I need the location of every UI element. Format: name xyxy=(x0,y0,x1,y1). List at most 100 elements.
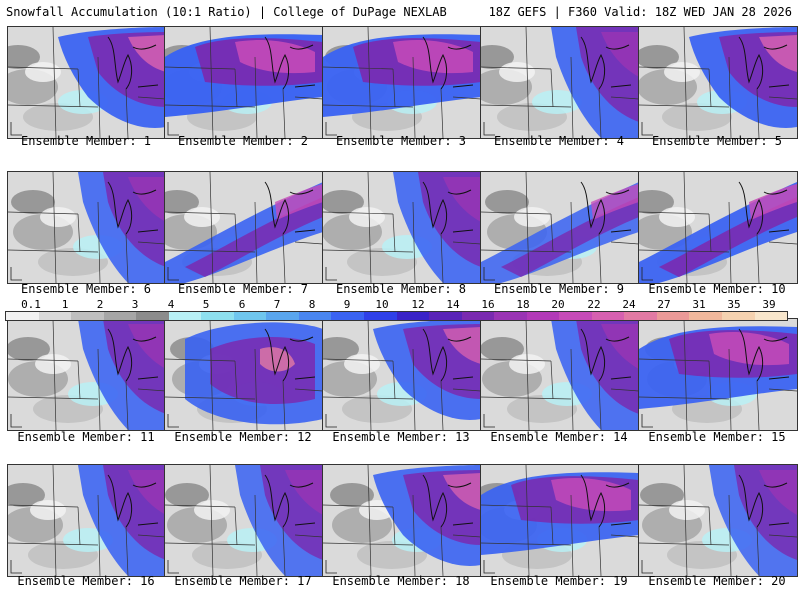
snowfall-contour xyxy=(601,324,639,369)
colorbar-swatch xyxy=(233,312,267,320)
snowfall-map xyxy=(165,319,323,430)
state-boundaries xyxy=(8,465,166,576)
colorbar-swatch xyxy=(71,312,104,320)
map-border-segment xyxy=(641,414,653,428)
map-border-segment xyxy=(641,267,653,281)
colorbar-tick-label: 9 xyxy=(343,298,351,311)
light-snow-area xyxy=(30,500,66,520)
ensemble-member-label: Ensemble Member: 4 xyxy=(493,134,625,148)
map-border-segment xyxy=(10,122,22,136)
light-snow-area xyxy=(514,207,550,227)
light-snow-area xyxy=(35,354,71,374)
colorbar-swatch xyxy=(298,312,332,320)
colorbar-swatch xyxy=(6,312,39,320)
ensemble-member-map xyxy=(480,171,640,284)
snowfall-map xyxy=(8,27,166,138)
colorbar-swatch xyxy=(689,312,723,320)
snowfall-map xyxy=(165,172,323,283)
ensemble-member-label: Ensemble Member: 14 xyxy=(490,430,628,444)
snowfall-contour xyxy=(443,327,481,364)
colorbar-tick-label: 10 xyxy=(375,298,389,311)
colorbar-tick-label: 14 xyxy=(446,298,460,311)
map-border-segment xyxy=(483,560,495,574)
snowfall-contour xyxy=(128,470,166,515)
snowfall-contour xyxy=(591,184,639,220)
great-lakes-outline xyxy=(264,181,316,235)
ensemble-member-label: Ensemble Member: 15 xyxy=(648,430,786,444)
great-lakes-outline xyxy=(738,474,790,528)
great-lakes-outline xyxy=(264,328,316,382)
snowfall-map xyxy=(323,319,481,430)
state-boundaries xyxy=(8,319,166,430)
snowfall-contour xyxy=(759,35,797,72)
colorbar-tick-label: 20 xyxy=(551,298,565,311)
state-boundaries xyxy=(323,172,481,283)
light-snow-area xyxy=(8,45,40,69)
colorbar-tick-label: 8 xyxy=(308,298,316,311)
map-title: Snowfall Accumulation (10:1 Ratio) | Col… xyxy=(6,5,447,19)
snowfall-map xyxy=(323,172,481,283)
map-border-segment xyxy=(483,122,495,136)
snowfall-map xyxy=(8,319,166,430)
ensemble-member-map xyxy=(638,171,798,284)
map-border-segment xyxy=(325,267,337,281)
ensemble-member-map xyxy=(7,318,167,431)
state-boundaries xyxy=(8,27,166,138)
ensemble-member-label: Ensemble Member: 12 xyxy=(174,430,312,444)
great-lakes-outline xyxy=(422,328,474,382)
light-snow-area xyxy=(639,190,674,214)
state-boundaries xyxy=(481,465,639,576)
light-snow-area xyxy=(165,483,209,507)
snowfall-map xyxy=(165,27,323,138)
colorbar-swatch xyxy=(624,312,657,320)
colorbar-tick-label: 2 xyxy=(96,298,104,311)
light-snow-area xyxy=(344,354,380,374)
snowfall-contour xyxy=(128,35,166,72)
ensemble-member-map xyxy=(480,318,640,431)
light-snow-area xyxy=(669,500,705,520)
ensemble-member-label: Ensemble Member: 2 xyxy=(177,134,309,148)
ensemble-member-map xyxy=(164,318,324,431)
ensemble-member-label: Ensemble Member: 7 xyxy=(177,282,309,296)
light-snow-area xyxy=(8,337,50,361)
colorbar-swatch xyxy=(754,312,788,320)
snowfall-map xyxy=(639,172,797,283)
ensemble-member-map xyxy=(322,318,482,431)
snowfall-map xyxy=(481,27,639,138)
ensemble-member-label: Ensemble Member: 9 xyxy=(493,282,625,296)
colorbar-swatch xyxy=(656,312,690,320)
ensemble-member-label: Ensemble Member: 18 xyxy=(332,574,470,588)
ensemble-member-map xyxy=(7,171,167,284)
colorbar-swatch xyxy=(526,312,560,320)
state-boundaries xyxy=(639,465,797,576)
state-boundaries xyxy=(8,172,166,283)
state-boundaries xyxy=(323,465,481,576)
light-snow-area xyxy=(40,207,76,227)
snowfall-contour xyxy=(443,177,481,222)
colorbar-tick-label: 24 xyxy=(622,298,636,311)
colorbar-swatch xyxy=(396,312,430,320)
light-snow-area xyxy=(323,190,364,214)
ensemble-member-label: Ensemble Member: 17 xyxy=(174,574,312,588)
light-snow-area xyxy=(485,190,529,214)
light-snow-area xyxy=(659,207,695,227)
snowfall-map xyxy=(165,465,323,576)
state-boundaries xyxy=(165,172,323,283)
great-lakes-outline xyxy=(738,328,790,382)
ensemble-member-map xyxy=(638,318,798,431)
colorbar-tick-label: 3 xyxy=(131,298,139,311)
ensemble-member-map xyxy=(480,26,640,139)
colorbar-swatch xyxy=(722,312,755,320)
colorbar-tick-label: 39 xyxy=(762,298,776,311)
light-snow-area xyxy=(532,90,582,114)
map-border-segment xyxy=(10,267,22,281)
light-snow-area xyxy=(8,483,45,507)
map-border-segment xyxy=(483,267,495,281)
ensemble-member-label: Ensemble Member: 13 xyxy=(332,430,470,444)
ensemble-member-map xyxy=(164,464,324,577)
state-boundaries xyxy=(323,319,481,430)
snowfall-map xyxy=(481,465,639,576)
colorbar-swatch xyxy=(591,312,625,320)
light-snow-area xyxy=(639,45,679,69)
